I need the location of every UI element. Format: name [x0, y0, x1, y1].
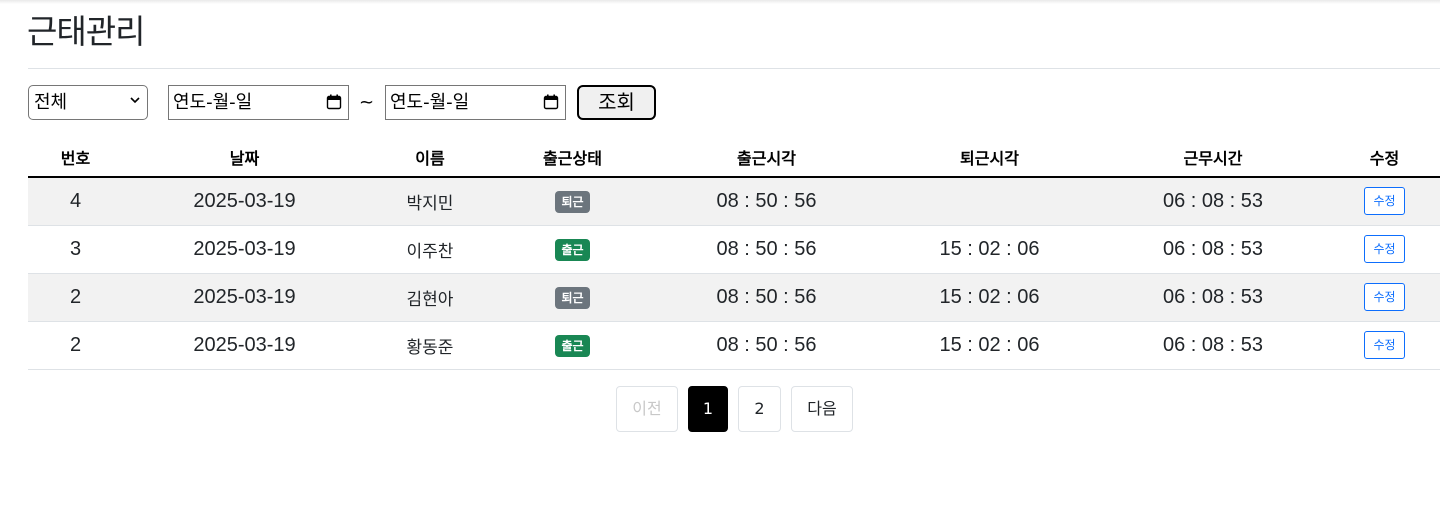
calendar-icon[interactable] [326, 94, 342, 110]
status-badge: 출근 [555, 239, 590, 261]
search-button[interactable]: 조회 [577, 85, 656, 120]
status-badge: 퇴근 [555, 191, 590, 214]
cell-name: 이주찬 [366, 225, 494, 274]
cell-date: 2025-03-19 [123, 273, 366, 322]
cell-name: 황동준 [366, 321, 494, 370]
date-from-placeholder: 연도-월-일 [173, 92, 253, 113]
cell-status: 출근 [494, 321, 651, 370]
header-edit: 수정 [1329, 137, 1440, 178]
cell-status: 출근 [494, 225, 651, 274]
cell-no: 2 [28, 321, 123, 370]
cell-name: 김현아 [366, 273, 494, 322]
cell-clock-in: 08 : 50 : 56 [651, 273, 882, 322]
table-row: 2 2025-03-19 황동준 출근 08 : 50 : 56 15 : 02… [28, 321, 1440, 370]
edit-button[interactable]: 수정 [1364, 187, 1405, 216]
cell-clock-in: 08 : 50 : 56 [651, 225, 882, 274]
attendance-table: 번호 날짜 이름 출근상태 출근시각 퇴근시각 근무시간 수정 4 2025-0… [28, 137, 1440, 370]
page-button-2[interactable]: 2 [738, 386, 781, 432]
cell-edit: 수정 [1329, 177, 1440, 226]
table-row: 2 2025-03-19 김현아 퇴근 08 : 50 : 56 15 : 02… [28, 273, 1440, 322]
cell-status: 퇴근 [494, 177, 651, 226]
title-divider [28, 68, 1440, 69]
cell-edit: 수정 [1329, 273, 1440, 322]
cell-work-time: 06 : 08 : 53 [1097, 321, 1329, 370]
status-select[interactable]: 전체 [28, 85, 148, 120]
cell-work-time: 06 : 08 : 53 [1097, 225, 1329, 274]
edit-button[interactable]: 수정 [1364, 331, 1405, 359]
edit-button[interactable]: 수정 [1364, 283, 1405, 311]
header-no: 번호 [28, 137, 123, 178]
cell-date: 2025-03-19 [123, 225, 366, 274]
cell-clock-in: 08 : 50 : 56 [651, 177, 882, 226]
header-date: 날짜 [123, 137, 366, 178]
range-separator: ~ [359, 92, 375, 113]
cell-no: 3 [28, 225, 123, 274]
cell-name: 박지민 [366, 177, 494, 226]
prev-page-button[interactable]: 이전 [616, 386, 678, 432]
status-select-value: 전체 [34, 92, 68, 113]
cell-clock-in: 08 : 50 : 56 [651, 321, 882, 370]
chevron-down-icon [130, 97, 140, 104]
cell-clock-out: 15 : 02 : 06 [882, 273, 1097, 322]
header-clock-out: 퇴근시각 [882, 137, 1097, 178]
edit-button[interactable]: 수정 [1364, 235, 1405, 263]
cell-work-time: 06 : 08 : 53 [1097, 273, 1329, 322]
header-name: 이름 [366, 137, 494, 178]
cell-clock-out: 15 : 02 : 06 [882, 321, 1097, 370]
date-from-input[interactable]: 연도-월-일 [168, 85, 349, 120]
cell-clock-out [882, 177, 1097, 226]
next-page-button[interactable]: 다음 [791, 386, 853, 432]
cell-date: 2025-03-19 [123, 177, 366, 226]
cell-clock-out: 15 : 02 : 06 [882, 225, 1097, 274]
cell-edit: 수정 [1329, 225, 1440, 274]
status-badge: 출근 [555, 335, 590, 357]
cell-no: 2 [28, 273, 123, 322]
header-status: 출근상태 [494, 137, 651, 178]
date-to-placeholder: 연도-월-일 [390, 92, 470, 113]
filter-bar: 전체 연도-월-일 ~ 연도-월-일 조회 [28, 85, 728, 120]
calendar-icon[interactable] [543, 94, 559, 110]
top-shadow [0, 0, 1440, 4]
header-clock-in: 출근시각 [651, 137, 882, 178]
cell-work-time: 06 : 08 : 53 [1097, 177, 1329, 226]
status-badge: 퇴근 [555, 287, 590, 309]
table-row: 4 2025-03-19 박지민 퇴근 08 : 50 : 56 06 : 08… [28, 177, 1440, 226]
page-title: 근태관리 [27, 12, 145, 51]
table-header-row: 번호 날짜 이름 출근상태 출근시각 퇴근시각 근무시간 수정 [28, 137, 1440, 178]
cell-edit: 수정 [1329, 321, 1440, 370]
cell-date: 2025-03-19 [123, 321, 366, 370]
page-button-1[interactable]: 1 [688, 386, 728, 432]
cell-status: 퇴근 [494, 273, 651, 322]
date-to-input[interactable]: 연도-월-일 [385, 85, 566, 120]
table-row: 3 2025-03-19 이주찬 출근 08 : 50 : 56 15 : 02… [28, 225, 1440, 274]
cell-no: 4 [28, 177, 123, 226]
header-work-time: 근무시간 [1097, 137, 1329, 178]
